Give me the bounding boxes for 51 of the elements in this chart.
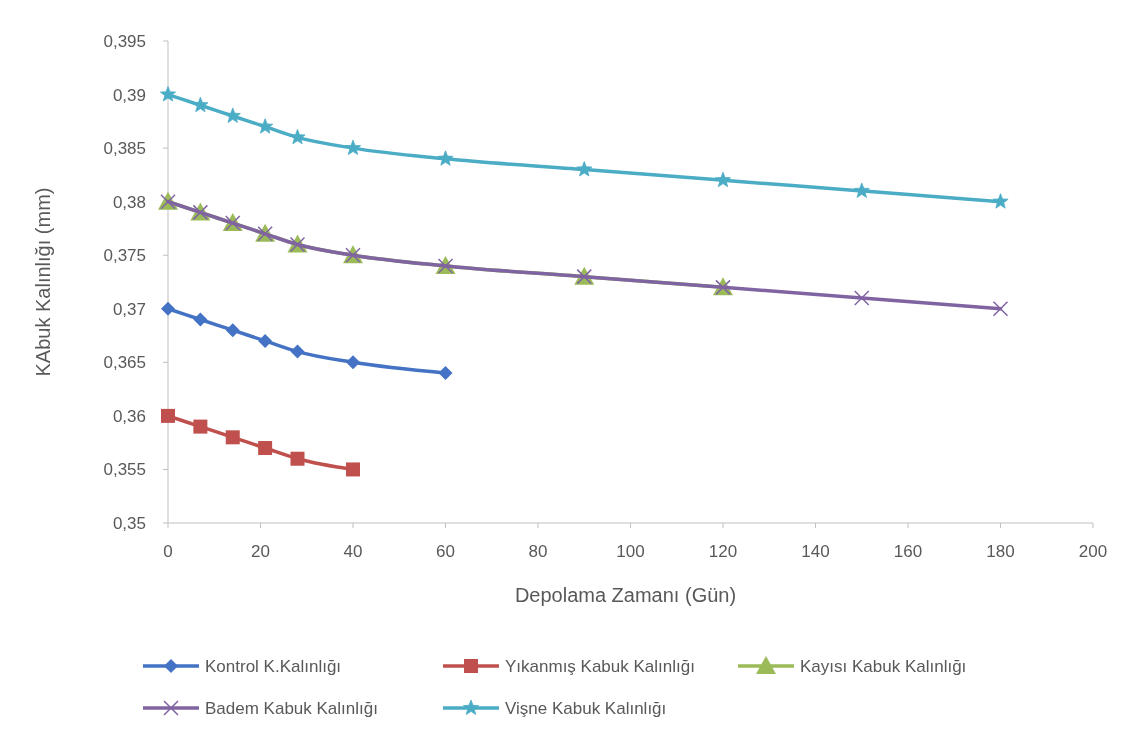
x-tick-label: 0: [163, 542, 173, 561]
y-tick-label: 0,355: [103, 460, 146, 480]
y-tick-label: 0,395: [103, 31, 146, 51]
y-axis-title: KAbuk Kalınlığı (mm): [32, 187, 54, 377]
x-tick-label: 40: [343, 542, 363, 561]
x-tick-label: 160: [893, 542, 923, 561]
y-tick-label: 0,365: [103, 353, 146, 373]
x-tick-label: 140: [801, 542, 830, 561]
point: [853, 182, 870, 198]
x-tick-label: 100: [616, 542, 645, 561]
point: [225, 430, 240, 445]
point: [576, 161, 593, 177]
y-tick-label: 0,35: [112, 513, 146, 533]
x-tick-label: 180: [986, 542, 1015, 561]
x-tick-label: 80: [528, 542, 548, 561]
point: [193, 419, 208, 434]
point: [290, 344, 305, 359]
y-tick-label: 0,37: [112, 299, 146, 319]
x-axis-title: Depolama Zamanı (Gün): [514, 584, 737, 606]
point: [258, 441, 273, 456]
y-tick-label: 0,36: [112, 406, 146, 426]
point: [714, 171, 732, 188]
legend-label: Yıkanmış Kabuk Kalınlığı: [505, 656, 695, 676]
legend-label: Badem Kabuk Kalınlığı: [205, 698, 378, 718]
point: [225, 323, 240, 338]
point: [437, 150, 454, 166]
legend-label: Kontrol K.Kalınlığı: [205, 656, 342, 676]
x-tick-label: 200: [1078, 542, 1108, 561]
y-tick-label: 0,385: [103, 139, 146, 159]
point: [258, 333, 273, 348]
point: [992, 193, 1009, 209]
y-tick-label: 0,38: [112, 192, 146, 212]
point: [257, 118, 274, 134]
legend-label: Vişne Kabuk Kalınlığı: [505, 698, 667, 718]
point: [992, 301, 1009, 317]
x-tick-label: 20: [251, 542, 270, 561]
legend-label: Kayısı Kabuk Kalınlığı: [800, 656, 967, 676]
point: [438, 366, 453, 381]
y-tick-label: 0,375: [103, 246, 146, 266]
point: [159, 86, 177, 102]
y-tick-label: 0,39: [112, 85, 146, 105]
point: [161, 408, 175, 423]
x-tick-label: 60: [436, 542, 455, 561]
point: [344, 139, 362, 155]
point: [346, 355, 360, 370]
point: [193, 312, 208, 327]
point: [346, 462, 360, 477]
point: [161, 301, 175, 316]
x-tick-label: 120: [708, 542, 738, 561]
point: [854, 290, 870, 306]
point: [290, 451, 305, 466]
